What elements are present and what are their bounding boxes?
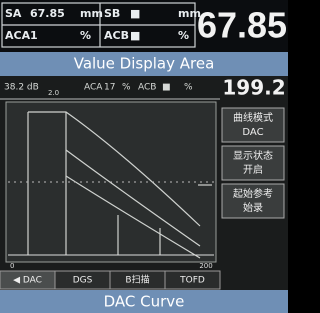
tab-label: B扫描 <box>125 274 149 286</box>
value-field: ■ <box>130 29 140 42</box>
axis-label: 0 <box>10 262 14 270</box>
status-field: ACB <box>138 83 156 93</box>
value-field: ACA <box>5 29 31 42</box>
tab-label: ◀ DAC <box>13 276 42 286</box>
status-field: % <box>122 83 131 93</box>
status-field: ACA <box>84 83 103 93</box>
tab-label: TOFD <box>179 276 205 286</box>
status-field: % <box>184 83 193 93</box>
tab-bar: ◀ DAC DGS B扫描 TOFD <box>0 271 220 289</box>
screen-big-value: 199.2 <box>222 76 285 100</box>
banner-text: Value Display Area <box>74 55 215 73</box>
caption: DAC Curve <box>104 293 185 311</box>
menu-title: 显示状态 <box>233 149 273 162</box>
value-field: % <box>80 29 91 42</box>
value-field: 1 <box>30 29 38 42</box>
menu-value: 开启 <box>243 163 263 176</box>
value-field: 67.85 <box>30 7 65 20</box>
tab-label: DGS <box>73 276 93 286</box>
axis-label: 200 <box>199 262 212 270</box>
value-field: % <box>178 29 189 42</box>
big-value: 67.85 <box>197 5 287 46</box>
menu-value: 始录 <box>243 201 263 214</box>
value-field: ■ <box>130 7 140 20</box>
value-field: ACB <box>104 29 129 42</box>
status-field: 2.0 <box>48 89 59 97</box>
status-field: 17 <box>104 83 115 93</box>
value-field: mm <box>80 7 103 20</box>
menu-title: 起始参考 <box>233 187 273 200</box>
status-field: 38.2 dB <box>4 83 39 93</box>
status-field: ■ <box>162 83 171 93</box>
value-field: SB <box>104 7 120 20</box>
menu-title: 曲线模式 <box>233 111 273 124</box>
menu-value: DAC <box>242 127 263 138</box>
value-field: SA <box>5 7 22 20</box>
